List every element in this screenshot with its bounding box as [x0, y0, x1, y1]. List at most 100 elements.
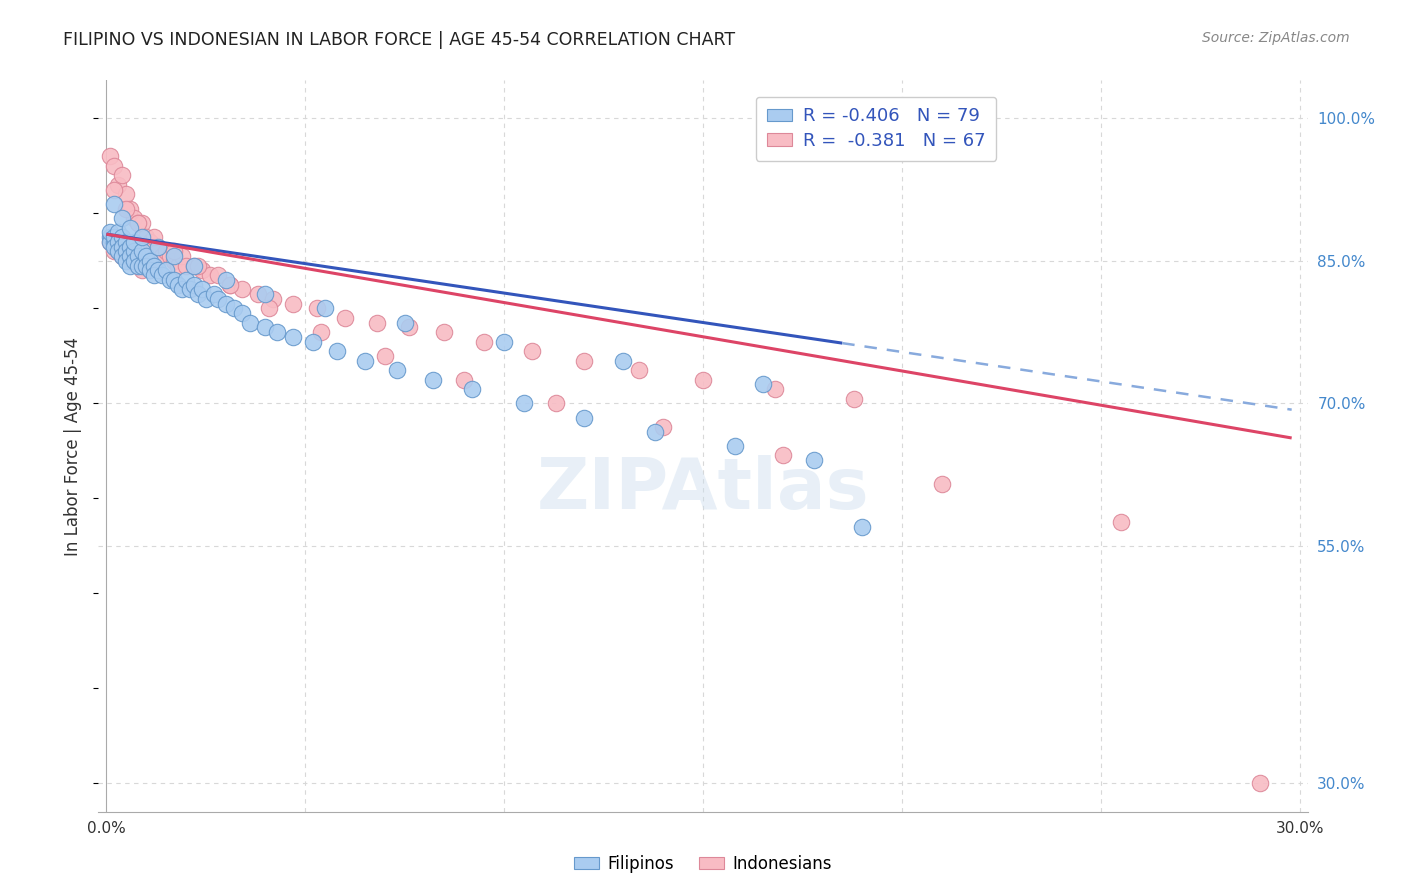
Point — [150, 268, 173, 282]
Point — [931, 477, 953, 491]
Point — [231, 306, 253, 320]
Point — [143, 259, 166, 273]
Point — [844, 392, 866, 406]
Point — [131, 230, 153, 244]
Point — [394, 316, 416, 330]
Point — [174, 259, 197, 273]
Point — [163, 253, 186, 268]
Point — [107, 178, 129, 192]
Point — [167, 277, 190, 292]
Point — [307, 301, 329, 316]
Point — [163, 249, 186, 263]
Point — [222, 301, 245, 316]
Point — [103, 196, 125, 211]
Point — [98, 230, 121, 244]
Point — [453, 372, 475, 386]
Point — [461, 382, 484, 396]
Point — [98, 225, 121, 239]
Point — [120, 253, 142, 268]
Point — [115, 202, 138, 216]
Point — [111, 249, 134, 263]
Point — [183, 259, 205, 273]
Point — [314, 301, 336, 316]
Point — [120, 249, 142, 263]
Point — [202, 287, 225, 301]
Point — [111, 230, 134, 244]
Point — [187, 259, 209, 273]
Point — [398, 320, 420, 334]
Point — [143, 230, 166, 244]
Point — [198, 268, 221, 282]
Point — [143, 239, 166, 253]
Point — [187, 287, 209, 301]
Point — [207, 292, 229, 306]
Point — [170, 249, 193, 263]
Point — [472, 334, 495, 349]
Point — [354, 353, 377, 368]
Point — [115, 244, 138, 259]
Point — [155, 263, 177, 277]
Point — [131, 244, 153, 259]
Point — [851, 520, 873, 534]
Point — [111, 249, 134, 263]
Point — [135, 259, 157, 273]
Point — [183, 259, 205, 273]
Point — [122, 253, 145, 268]
Point — [115, 187, 138, 202]
Point — [139, 235, 162, 249]
Point — [692, 372, 714, 386]
Point — [111, 168, 134, 182]
Point — [763, 382, 786, 396]
Point — [120, 259, 142, 273]
Point — [127, 249, 149, 263]
Point — [283, 296, 305, 310]
Point — [135, 249, 157, 263]
Point — [283, 330, 305, 344]
Legend: R = -0.406   N = 79, R =  -0.381   N = 67: R = -0.406 N = 79, R = -0.381 N = 67 — [756, 96, 997, 161]
Point — [146, 239, 169, 253]
Point — [98, 235, 121, 249]
Point — [139, 263, 162, 277]
Point — [103, 182, 125, 196]
Point — [803, 453, 825, 467]
Point — [131, 263, 153, 277]
Point — [120, 239, 142, 253]
Point — [115, 249, 138, 263]
Point — [259, 301, 281, 316]
Point — [103, 159, 125, 173]
Point — [146, 244, 169, 259]
Point — [266, 325, 288, 339]
Point — [120, 202, 142, 216]
Point — [150, 249, 173, 263]
Point — [115, 235, 138, 249]
Point — [127, 259, 149, 273]
Point — [107, 244, 129, 259]
Point — [146, 263, 169, 277]
Point — [127, 216, 149, 230]
Point — [107, 235, 129, 249]
Point — [207, 268, 229, 282]
Point — [127, 259, 149, 273]
Point — [111, 211, 134, 225]
Point — [122, 244, 145, 259]
Point — [103, 244, 125, 259]
Y-axis label: In Labor Force | Age 45-54: In Labor Force | Age 45-54 — [65, 336, 83, 556]
Point — [544, 396, 567, 410]
Point — [520, 344, 543, 359]
Point — [103, 235, 125, 249]
Point — [385, 363, 408, 377]
Point — [231, 282, 253, 296]
Text: ZIPAtlas: ZIPAtlas — [537, 456, 869, 524]
Point — [333, 310, 356, 325]
Point — [513, 396, 536, 410]
Point — [262, 292, 284, 306]
Point — [494, 334, 516, 349]
Point — [1249, 776, 1271, 790]
Point — [218, 277, 240, 292]
Point — [218, 277, 240, 292]
Point — [628, 363, 651, 377]
Text: FILIPINO VS INDONESIAN IN LABOR FORCE | AGE 45-54 CORRELATION CHART: FILIPINO VS INDONESIAN IN LABOR FORCE | … — [63, 31, 735, 49]
Point — [183, 277, 205, 292]
Point — [122, 211, 145, 225]
Point — [139, 253, 162, 268]
